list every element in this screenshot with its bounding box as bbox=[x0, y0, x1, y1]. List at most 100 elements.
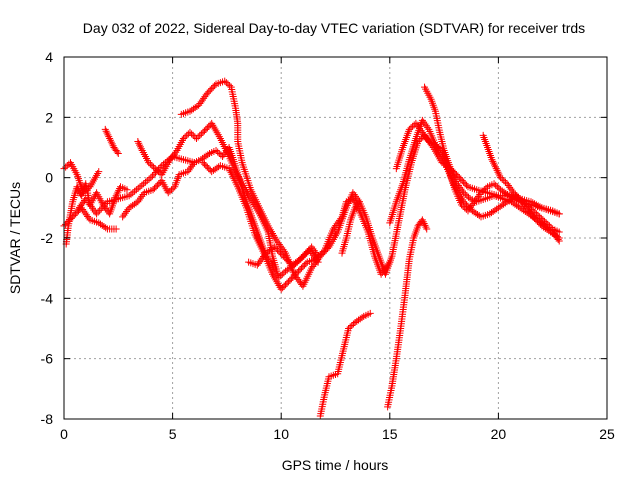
data-point bbox=[500, 177, 508, 185]
series-trace-17 bbox=[479, 131, 563, 236]
data-point bbox=[155, 180, 163, 188]
data-points bbox=[60, 77, 563, 420]
data-point bbox=[420, 130, 428, 138]
data-point bbox=[136, 143, 144, 151]
data-point bbox=[272, 245, 280, 253]
data-point bbox=[494, 168, 502, 176]
chart-title: Day 032 of 2022, Sidereal Day-to-day VTE… bbox=[83, 20, 585, 36]
data-point bbox=[418, 216, 426, 224]
data-point bbox=[276, 249, 284, 257]
data-point bbox=[541, 217, 549, 225]
data-point bbox=[63, 162, 71, 170]
x-tick-label: 0 bbox=[60, 426, 68, 442]
data-point bbox=[492, 165, 500, 173]
data-point bbox=[202, 125, 210, 133]
data-point bbox=[94, 208, 102, 216]
data-point bbox=[104, 131, 112, 139]
data-point bbox=[188, 130, 196, 138]
data-point bbox=[457, 185, 465, 193]
data-point bbox=[516, 195, 524, 203]
data-point bbox=[419, 218, 427, 226]
data-point bbox=[314, 258, 322, 266]
data-point bbox=[137, 145, 145, 153]
data-point bbox=[275, 248, 283, 256]
data-point bbox=[158, 162, 166, 170]
data-point bbox=[224, 80, 232, 88]
data-point bbox=[172, 148, 180, 156]
data-point bbox=[129, 189, 137, 197]
y-tick-label: -4 bbox=[41, 290, 54, 306]
data-point bbox=[203, 163, 211, 171]
data-point bbox=[113, 190, 121, 198]
data-point bbox=[102, 200, 110, 208]
data-point bbox=[114, 150, 122, 158]
data-point bbox=[179, 134, 187, 142]
data-point bbox=[422, 122, 430, 130]
data-point bbox=[539, 216, 547, 224]
data-point bbox=[346, 323, 354, 331]
data-point bbox=[123, 207, 131, 215]
y-tick-label: 4 bbox=[45, 49, 53, 65]
data-point bbox=[115, 186, 123, 194]
data-point bbox=[493, 183, 501, 191]
data-point bbox=[185, 166, 193, 174]
data-point bbox=[203, 89, 211, 97]
data-point bbox=[123, 186, 131, 194]
data-point bbox=[282, 255, 290, 263]
data-point bbox=[422, 134, 430, 142]
data-point bbox=[477, 189, 485, 197]
data-point bbox=[278, 270, 286, 278]
data-point bbox=[102, 127, 110, 135]
data-point bbox=[296, 266, 304, 274]
data-point bbox=[140, 180, 148, 188]
data-point bbox=[127, 190, 135, 198]
data-point bbox=[74, 185, 82, 193]
data-point bbox=[421, 132, 429, 140]
data-point bbox=[114, 188, 122, 196]
data-point bbox=[147, 174, 155, 182]
data-point bbox=[490, 159, 498, 167]
data-point bbox=[200, 127, 208, 135]
data-point bbox=[149, 186, 157, 194]
data-point bbox=[136, 141, 144, 149]
data-point bbox=[536, 203, 544, 211]
data-point bbox=[454, 182, 462, 190]
data-point bbox=[287, 275, 295, 283]
data-point bbox=[461, 199, 469, 207]
data-point bbox=[124, 206, 132, 214]
data-point bbox=[150, 170, 158, 178]
data-point bbox=[555, 228, 563, 236]
data-point bbox=[482, 184, 490, 192]
data-point bbox=[511, 190, 519, 198]
data-point bbox=[300, 252, 308, 260]
data-point bbox=[150, 163, 158, 171]
data-point bbox=[421, 120, 429, 128]
data-point bbox=[274, 246, 282, 254]
data-point bbox=[529, 207, 537, 215]
data-point bbox=[479, 187, 487, 195]
data-point bbox=[134, 137, 142, 145]
data-point bbox=[102, 224, 110, 232]
data-point bbox=[125, 192, 133, 200]
data-point bbox=[184, 168, 192, 176]
data-point bbox=[510, 189, 518, 197]
data-point bbox=[414, 123, 422, 131]
data-point bbox=[168, 186, 176, 194]
data-point bbox=[536, 213, 544, 221]
data-point bbox=[113, 148, 121, 156]
data-point bbox=[131, 187, 139, 195]
data-point bbox=[463, 201, 471, 209]
data-point bbox=[424, 124, 432, 132]
data-point bbox=[169, 184, 177, 192]
data-point bbox=[493, 166, 501, 174]
data-point bbox=[151, 165, 159, 173]
data-point bbox=[186, 128, 194, 136]
data-point bbox=[136, 194, 144, 202]
data-point bbox=[495, 170, 503, 178]
data-point bbox=[135, 196, 143, 204]
data-point bbox=[547, 223, 555, 231]
series-trace-05 bbox=[101, 125, 122, 158]
data-point bbox=[421, 221, 429, 229]
data-point bbox=[545, 222, 553, 230]
data-point bbox=[211, 82, 219, 90]
